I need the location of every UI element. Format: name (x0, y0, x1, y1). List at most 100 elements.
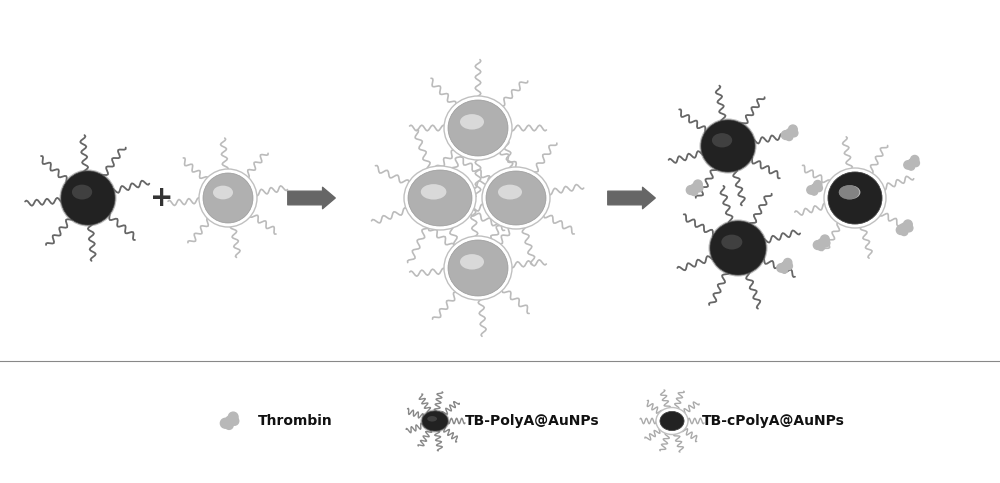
Circle shape (901, 224, 909, 232)
Ellipse shape (448, 100, 508, 156)
Circle shape (225, 416, 235, 426)
Circle shape (901, 225, 905, 229)
Circle shape (821, 235, 829, 244)
Circle shape (814, 181, 822, 189)
Ellipse shape (839, 185, 859, 199)
Circle shape (781, 262, 789, 270)
Circle shape (786, 130, 790, 134)
Circle shape (815, 188, 817, 191)
Circle shape (790, 129, 798, 137)
Ellipse shape (404, 166, 476, 230)
Ellipse shape (708, 219, 768, 276)
Ellipse shape (482, 167, 550, 229)
Ellipse shape (460, 114, 484, 129)
Circle shape (813, 185, 816, 188)
Ellipse shape (199, 169, 257, 227)
Text: TB-PolyA@AuNPs: TB-PolyA@AuNPs (465, 414, 600, 428)
Circle shape (817, 243, 825, 251)
Circle shape (811, 184, 819, 192)
Ellipse shape (420, 410, 450, 432)
Circle shape (784, 258, 792, 267)
Circle shape (822, 239, 830, 247)
Ellipse shape (710, 221, 766, 275)
Circle shape (910, 159, 913, 163)
Ellipse shape (422, 411, 448, 431)
Circle shape (912, 163, 914, 166)
Ellipse shape (498, 185, 522, 199)
Circle shape (227, 417, 232, 421)
Ellipse shape (60, 170, 117, 227)
Circle shape (785, 262, 792, 270)
Ellipse shape (660, 412, 684, 430)
Circle shape (789, 133, 792, 136)
Ellipse shape (448, 240, 508, 296)
Ellipse shape (824, 168, 886, 228)
Ellipse shape (656, 408, 688, 435)
Ellipse shape (701, 120, 755, 172)
Ellipse shape (460, 254, 484, 270)
Ellipse shape (203, 173, 253, 223)
Circle shape (695, 184, 703, 192)
Ellipse shape (712, 133, 732, 147)
Circle shape (694, 180, 702, 189)
Circle shape (904, 228, 907, 231)
Circle shape (228, 412, 238, 422)
Circle shape (694, 188, 697, 191)
Circle shape (807, 186, 815, 194)
Ellipse shape (444, 96, 512, 160)
Ellipse shape (213, 185, 233, 199)
Circle shape (788, 129, 791, 133)
Circle shape (781, 266, 788, 273)
Circle shape (818, 240, 822, 244)
Circle shape (789, 125, 797, 134)
Circle shape (903, 224, 906, 228)
Text: +: + (150, 184, 174, 212)
Circle shape (785, 133, 793, 141)
Ellipse shape (828, 172, 882, 224)
Circle shape (226, 418, 230, 422)
Text: Thrombin: Thrombin (258, 414, 333, 428)
Circle shape (905, 224, 913, 232)
Circle shape (811, 188, 818, 195)
Circle shape (912, 159, 919, 167)
Circle shape (781, 263, 785, 267)
Ellipse shape (486, 171, 546, 225)
Circle shape (818, 239, 826, 247)
Circle shape (225, 421, 233, 429)
Circle shape (821, 243, 824, 246)
Circle shape (820, 239, 823, 243)
Circle shape (781, 130, 790, 140)
Circle shape (786, 128, 794, 137)
Circle shape (908, 159, 916, 167)
Circle shape (904, 220, 912, 229)
Circle shape (785, 266, 787, 269)
Ellipse shape (700, 118, 757, 173)
Circle shape (690, 188, 698, 196)
Circle shape (777, 264, 785, 272)
Circle shape (811, 185, 815, 189)
Circle shape (900, 228, 908, 236)
Circle shape (230, 417, 239, 425)
Circle shape (229, 421, 233, 424)
Circle shape (908, 160, 912, 164)
Circle shape (896, 226, 905, 234)
Circle shape (815, 185, 822, 192)
Ellipse shape (427, 416, 437, 422)
Circle shape (783, 262, 786, 266)
Ellipse shape (665, 416, 674, 422)
Ellipse shape (839, 185, 860, 199)
Ellipse shape (421, 184, 446, 199)
Ellipse shape (660, 412, 684, 430)
Circle shape (908, 163, 915, 170)
Circle shape (693, 184, 696, 188)
Ellipse shape (61, 171, 115, 225)
Ellipse shape (72, 185, 92, 199)
Circle shape (691, 184, 699, 192)
Ellipse shape (828, 172, 882, 224)
Ellipse shape (444, 236, 512, 300)
Ellipse shape (721, 235, 742, 250)
Text: TB-cPolyA@AuNPs: TB-cPolyA@AuNPs (702, 414, 845, 428)
Ellipse shape (408, 170, 472, 226)
Circle shape (911, 156, 919, 164)
Circle shape (904, 161, 912, 169)
